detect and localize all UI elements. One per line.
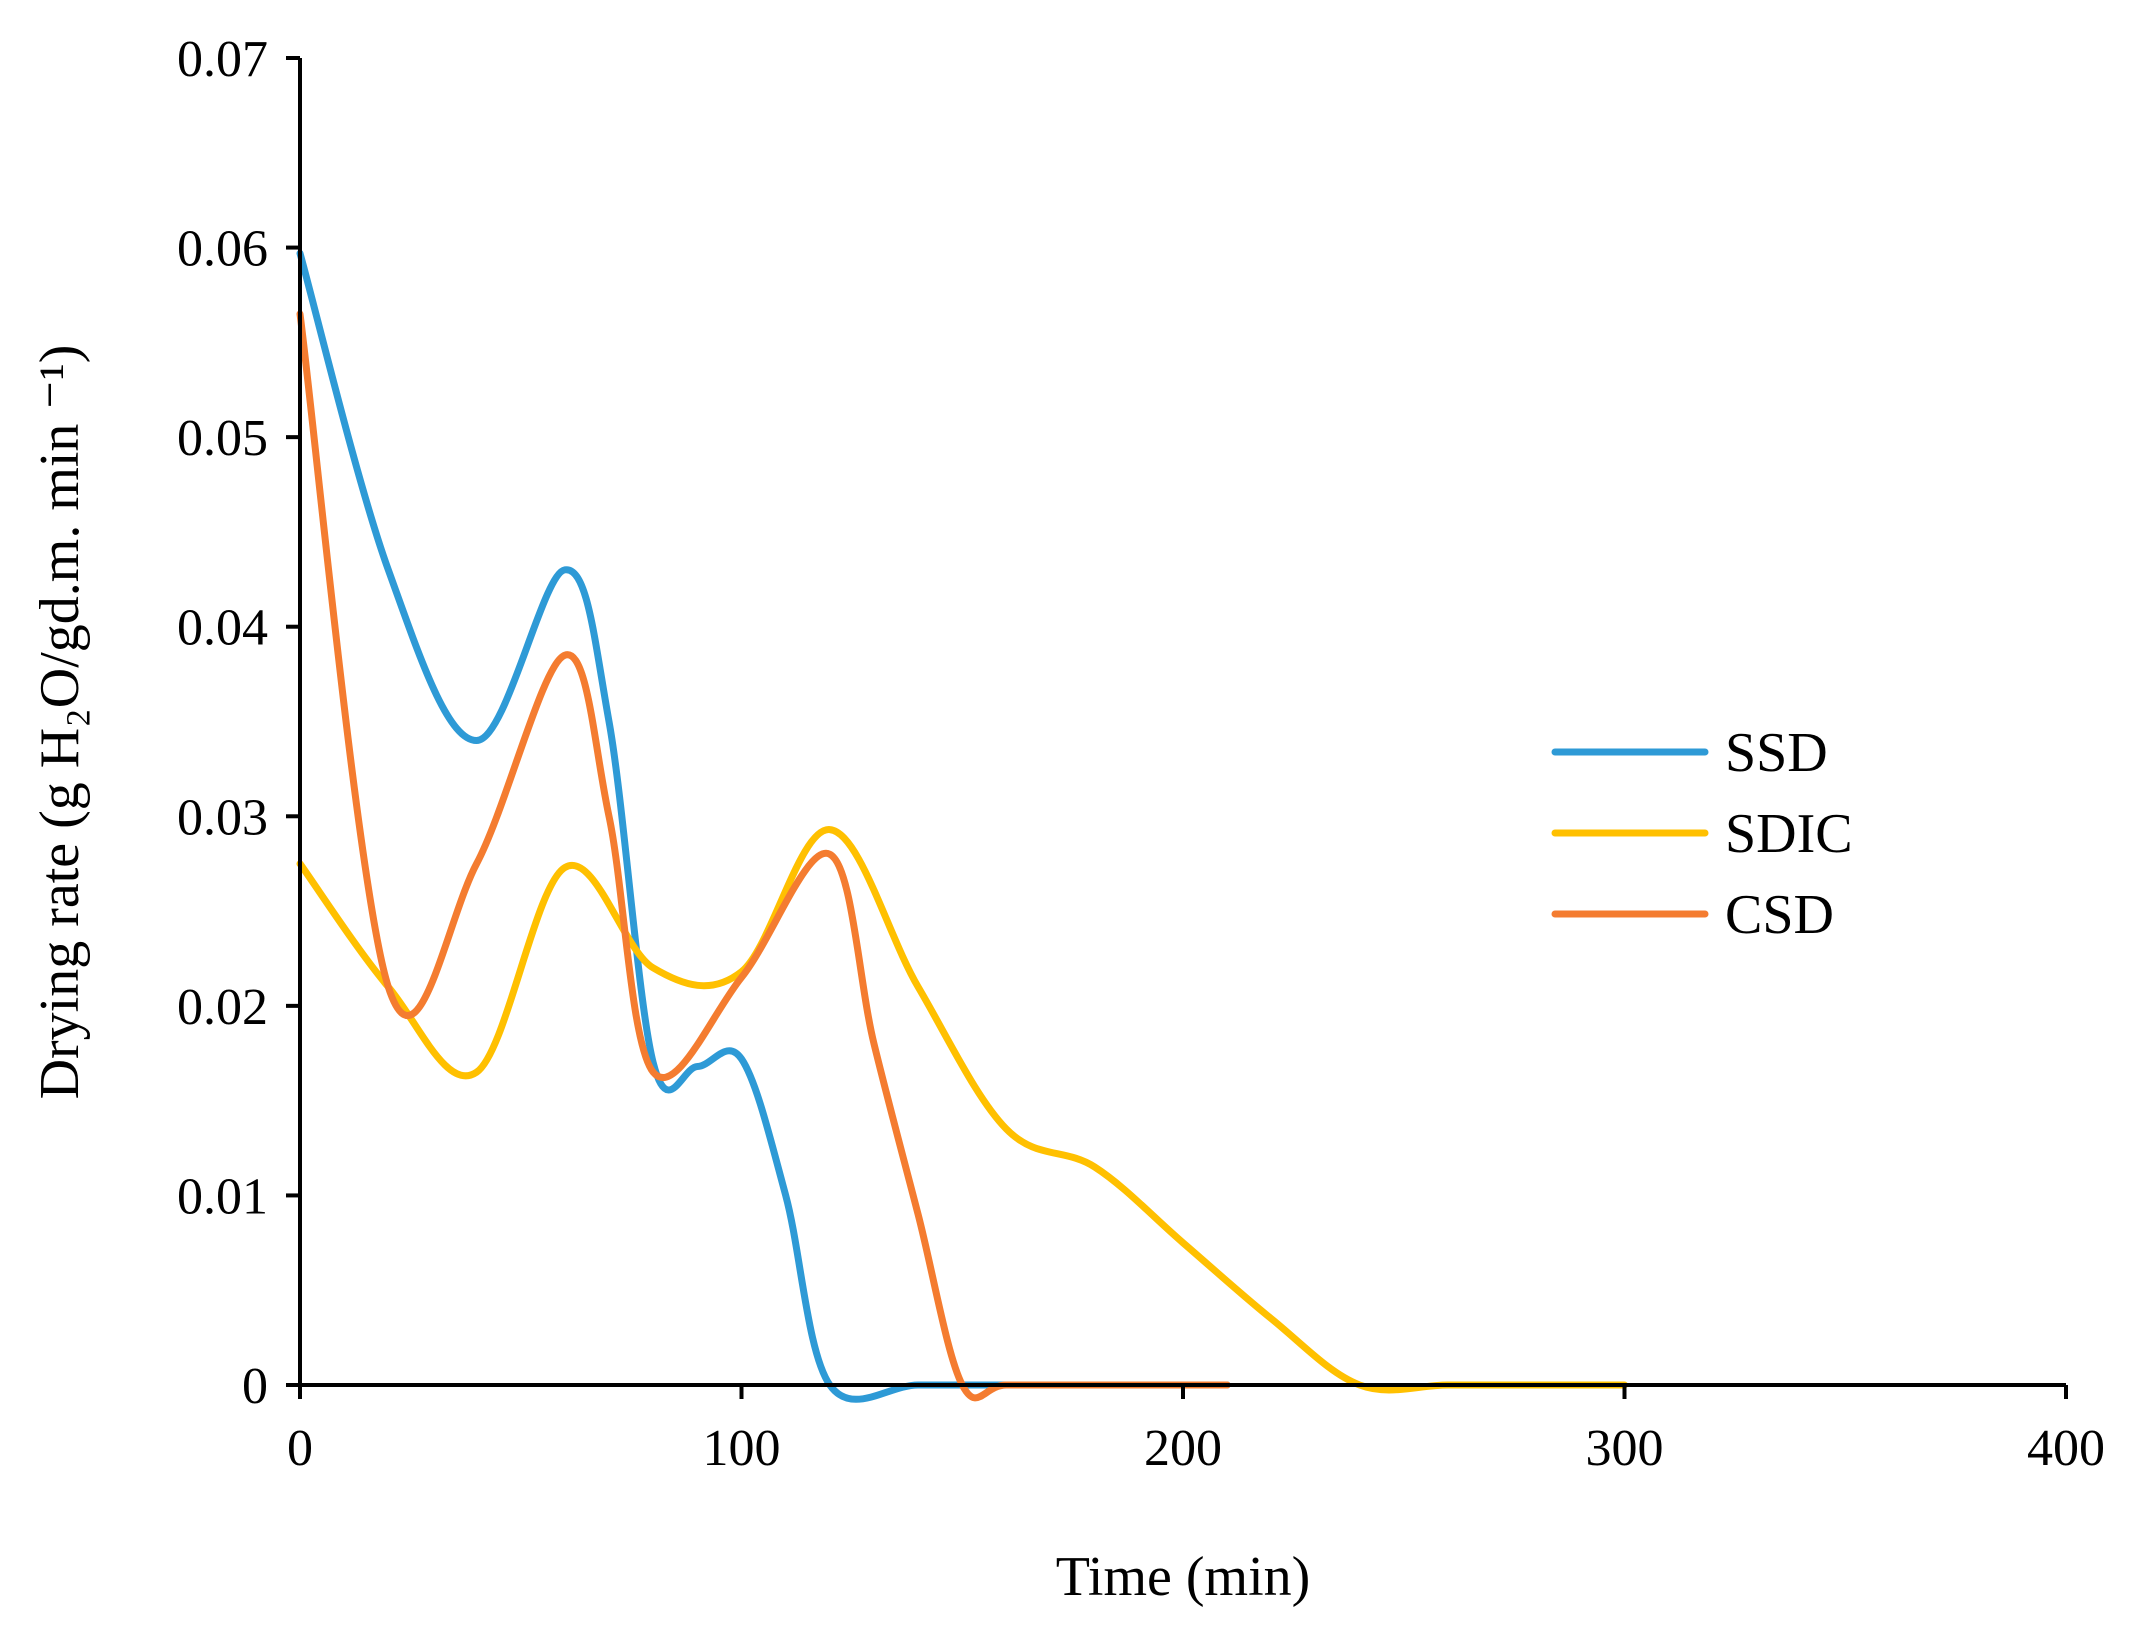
x-tick-label: 100: [703, 1420, 781, 1477]
x-axis-title: Time (min): [1056, 1546, 1311, 1608]
x-tick-label: 300: [1586, 1420, 1664, 1477]
y-tick-label: 0.04: [177, 600, 268, 657]
x-tick-label: 400: [2027, 1420, 2105, 1477]
y-tick-label: 0.01: [177, 1168, 268, 1225]
y-axis-title: Drying rate (g H₂O/gd.m. min ⁻¹): [29, 345, 91, 1100]
y-tick-label: 0.06: [177, 221, 268, 278]
legend-label-ssd: SSD: [1725, 722, 1828, 784]
x-tick-label: 200: [1144, 1420, 1222, 1477]
x-tick-label: 0: [287, 1420, 313, 1477]
y-tick-label: 0.03: [177, 789, 268, 846]
series-line-csd: [296, 310, 1231, 1402]
y-tick-label: 0.05: [177, 410, 268, 467]
series-line-sdic: [296, 826, 1628, 1394]
ticks-layer: 0 0.01 0.02 0.03 0.04 0.05 0.06 0.07 0 100 200 300 4…: [177, 31, 2105, 1477]
legend: SSD SDIC CSD: [1551, 722, 1853, 946]
series-line-ssd: [296, 249, 1231, 1403]
y-tick-label: 0.07: [177, 31, 268, 88]
legend-label-sdic: SDIC: [1725, 803, 1853, 865]
y-tick-label: 0: [242, 1358, 268, 1415]
y-tick-label: 0.02: [177, 979, 268, 1036]
legend-label-csd: CSD: [1725, 884, 1834, 946]
series-layer: [296, 249, 1628, 1403]
